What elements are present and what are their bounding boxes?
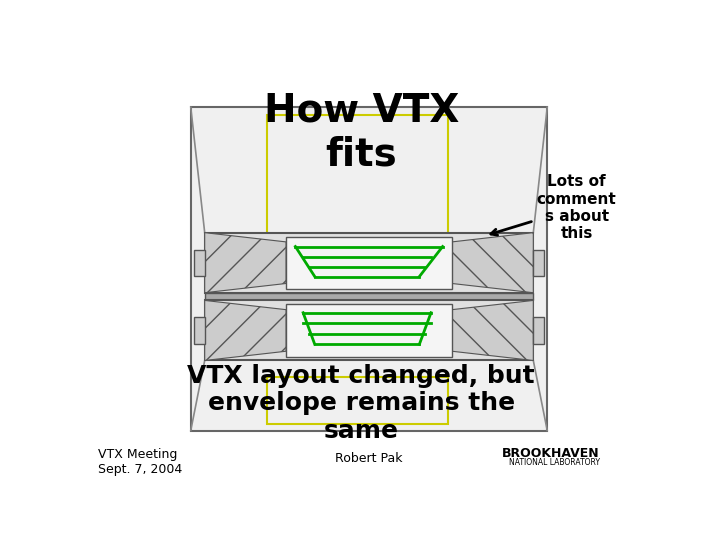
- Bar: [204, 233, 534, 293]
- Bar: [534, 318, 544, 343]
- Text: VTX Meeting
Sept. 7, 2004: VTX Meeting Sept. 7, 2004: [98, 448, 182, 476]
- Bar: [194, 249, 204, 276]
- Text: Robert Pak: Robert Pak: [336, 452, 402, 465]
- Polygon shape: [204, 300, 286, 361]
- Bar: [534, 249, 544, 276]
- Text: Lots of
comment
s about
this: Lots of comment s about this: [491, 174, 616, 241]
- Text: How VTX
fits: How VTX fits: [264, 92, 459, 174]
- Polygon shape: [452, 233, 534, 293]
- Bar: [266, 115, 448, 234]
- Bar: [286, 304, 452, 356]
- Polygon shape: [452, 300, 534, 361]
- Text: BROOKHAVEN: BROOKHAVEN: [503, 448, 600, 461]
- Bar: [266, 377, 448, 424]
- Text: NATIONAL LABORATORY: NATIONAL LABORATORY: [509, 458, 600, 467]
- Bar: [194, 318, 204, 343]
- Polygon shape: [204, 233, 286, 293]
- Bar: [286, 237, 452, 289]
- Text: VTX layout changed, but
envelope remains the
same: VTX layout changed, but envelope remains…: [187, 363, 535, 443]
- Bar: [191, 107, 547, 430]
- Bar: [204, 300, 534, 361]
- Bar: [204, 293, 534, 300]
